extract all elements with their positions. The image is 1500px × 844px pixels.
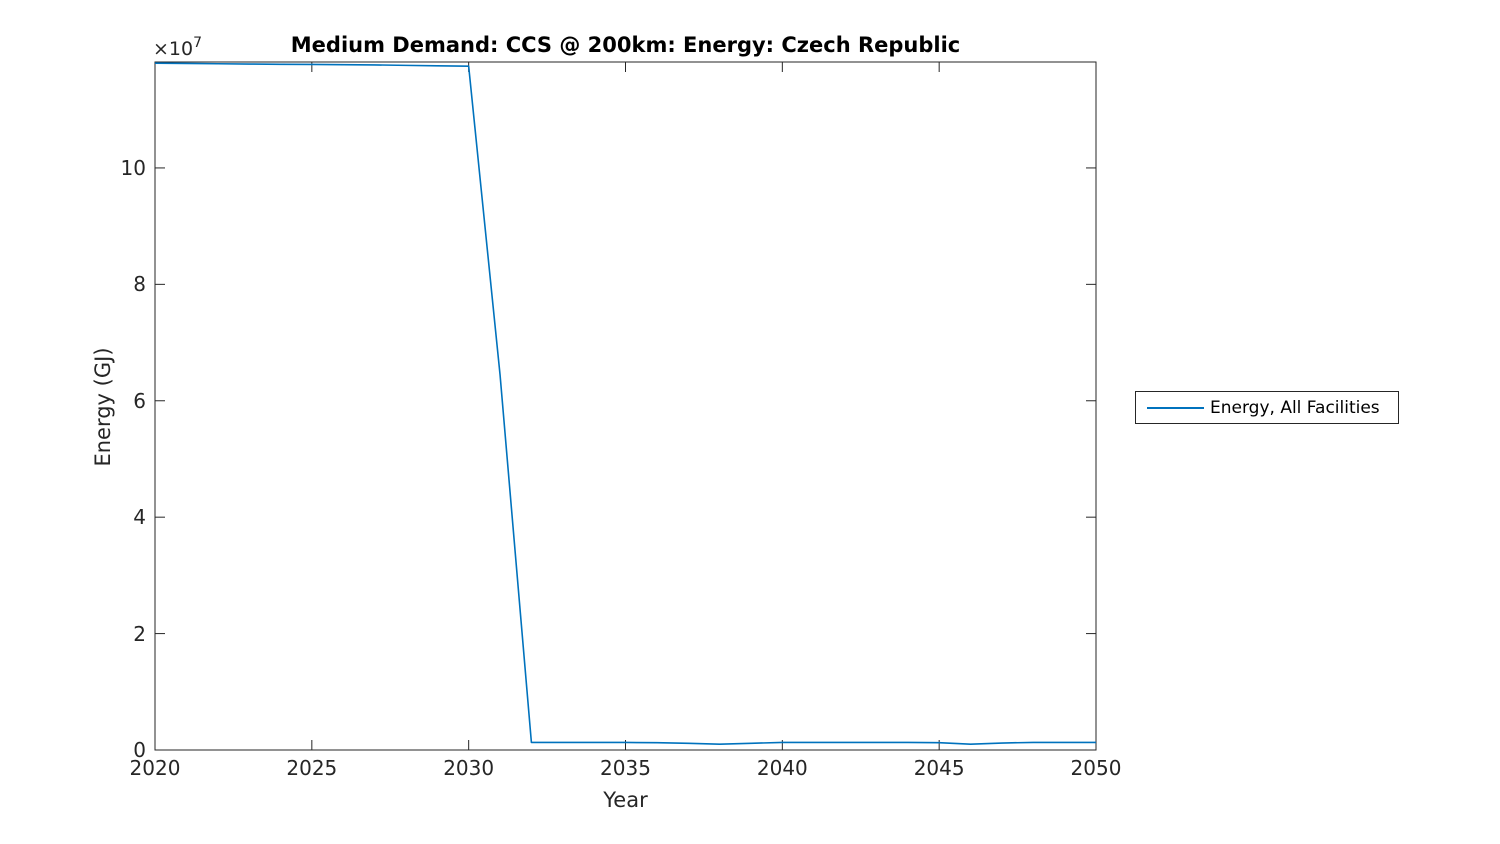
x-tick-label: 2020 xyxy=(129,756,181,780)
y-axis-label: Energy (GJ) xyxy=(91,347,115,467)
y-tick-label: 0 xyxy=(133,738,146,762)
y-tick-label: 4 xyxy=(133,505,146,530)
y-tick-label: 2 xyxy=(133,621,146,646)
x-tick-label: 2025 xyxy=(286,756,338,780)
x-tick-label: 2040 xyxy=(756,756,808,780)
y-tick-label: 8 xyxy=(133,272,146,297)
y-axis-multiplier-base: ×10 xyxy=(153,38,194,60)
x-tick-label: 2030 xyxy=(443,756,495,780)
data-line xyxy=(154,62,1096,745)
x-axis-label: Year xyxy=(603,788,648,812)
x-tick-label: 2050 xyxy=(1070,756,1122,780)
chart-title: Medium Demand: CCS @ 200km: Energy: Czec… xyxy=(290,33,961,57)
y-axis-multiplier: ×107 xyxy=(153,35,203,60)
axes-frame xyxy=(154,61,1097,751)
y-tick-label: 10 xyxy=(120,155,146,180)
x-tick-label: 2045 xyxy=(913,756,965,780)
legend-entry-label: Energy, All Facilities xyxy=(1210,397,1380,418)
y-axis-multiplier-exponent: 7 xyxy=(193,35,203,51)
x-tick-label: 2035 xyxy=(600,756,651,780)
legend-box: Energy, All Facilities xyxy=(1135,391,1399,424)
legend-line-sample-icon xyxy=(1147,406,1204,409)
y-tick-label: 6 xyxy=(133,388,146,413)
